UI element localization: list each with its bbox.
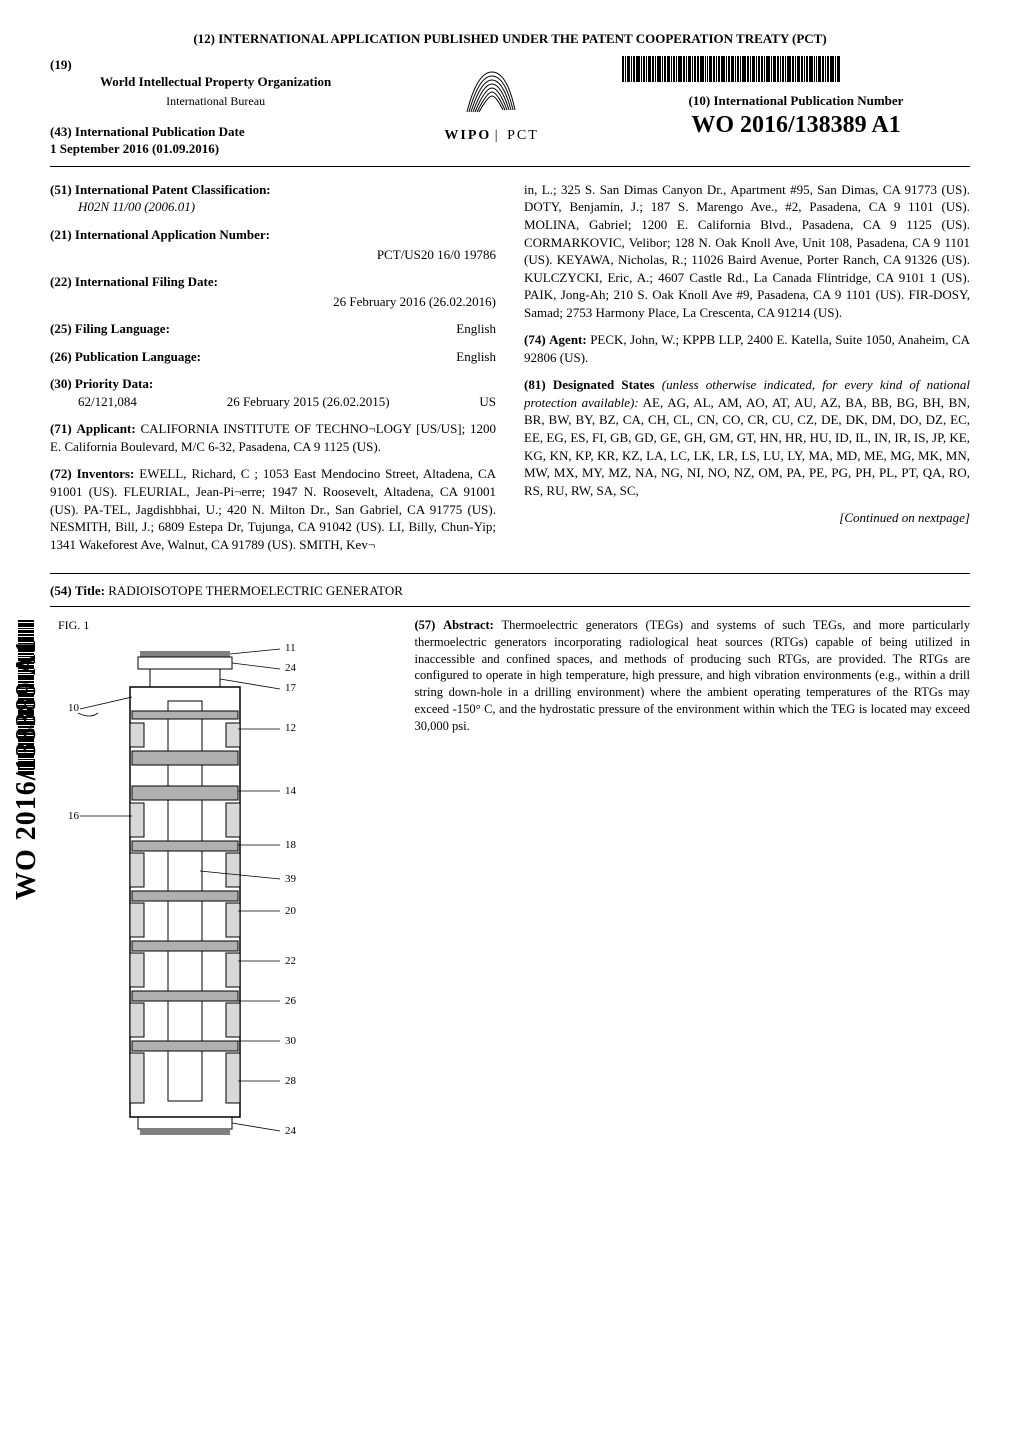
callout-20: 20 xyxy=(285,905,297,917)
field-72-num: (72) xyxy=(50,466,72,481)
callout-30: 30 xyxy=(285,1035,297,1047)
figure-label: FIG. 1 xyxy=(58,617,390,633)
field-30: (30) Priority Data: 62/121,084 26 Februa… xyxy=(50,375,496,410)
callout-28: 28 xyxy=(285,1075,297,1087)
header-center: WIPO | PCT xyxy=(400,56,584,146)
bureau-label: International Bureau xyxy=(50,93,381,109)
field-57-label: Abstract: xyxy=(443,618,494,632)
inventors-continued: in, L.; 325 S. San Dimas Canyon Dr., Apa… xyxy=(524,181,970,321)
right-column: in, L.; 325 S. San Dimas Canyon Dr., Apa… xyxy=(524,181,970,563)
callout-24b: 24 xyxy=(285,1125,297,1137)
callout-16: 16 xyxy=(68,810,80,822)
continued-note: [Continued on nextpage] xyxy=(524,509,970,527)
left-column: (51) International Patent Classification… xyxy=(50,181,496,563)
wipo-logo-icon xyxy=(457,62,527,127)
field-43-num: (43) xyxy=(50,124,72,139)
field-22-label: International Filing Date: xyxy=(75,274,218,289)
pub-num-value: WO 2016/138389 A1 xyxy=(622,109,970,141)
field-26-label: Publication Language: xyxy=(75,349,201,364)
field-72-label: Inventors: xyxy=(77,466,135,481)
field-74-num: (74) xyxy=(524,332,546,347)
abstract-block: (57) Abstract: Thermoelectric generators… xyxy=(414,617,970,1166)
field-51-value: H02N 11/00 (2006.01) xyxy=(50,199,195,214)
field-30-num: (30) xyxy=(50,376,72,391)
field-54-label: Title: xyxy=(75,583,105,598)
callout-10: 10 xyxy=(68,702,80,714)
field-71: (71) Applicant: CALIFORNIA INSTITUTE OF … xyxy=(50,420,496,455)
field-30-label: Priority Data: xyxy=(75,376,153,391)
callout-17: 17 xyxy=(285,682,297,694)
inventors-continued-text: in, L.; 325 S. San Dimas Canyon Dr., Apa… xyxy=(524,182,970,320)
bottom-section: FIG. 1 xyxy=(50,607,970,1166)
title-block: (54) Title: RADIOISOTOPE THERMOELECTRIC … xyxy=(50,574,970,607)
callout-24a: 24 xyxy=(285,662,297,674)
callout-22: 22 xyxy=(285,955,296,967)
field-21-num: (21) xyxy=(50,227,72,242)
header-right: (10) International Publication Number WO… xyxy=(602,56,970,142)
wipo-text: WIPO xyxy=(444,128,491,143)
priority-country: US xyxy=(479,393,496,411)
field-21-value: PCT/US20 16/0 19786 xyxy=(50,246,496,264)
treaty-heading: (12) INTERNATIONAL APPLICATION PUBLISHED… xyxy=(50,30,970,48)
field-81-label: Designated States xyxy=(553,377,655,392)
header-block: (19) World Intellectual Property Organiz… xyxy=(50,56,970,167)
field-71-label: Applicant: xyxy=(76,421,135,436)
callout-11: 11 xyxy=(285,642,296,654)
priority-date: 26 February 2015 (26.02.2015) xyxy=(227,393,390,411)
pct-text: PCT xyxy=(507,128,539,143)
field-10-num: (10) xyxy=(689,93,711,108)
field-21: (21) International Application Number: P… xyxy=(50,226,496,263)
field-26: (26) Publication Language: English xyxy=(50,348,496,366)
header-left: (19) World Intellectual Property Organiz… xyxy=(50,56,381,158)
field-74-value: PECK, John, W.; KPPB LLP, 2400 E. Katell… xyxy=(524,332,970,365)
abstract-text: Thermoelectric generators (TEGs) and sys… xyxy=(414,618,970,733)
callout-14: 14 xyxy=(285,785,297,797)
field-25-num: (25) xyxy=(50,321,72,336)
figure-wrap: FIG. 1 xyxy=(50,617,390,1166)
organization-name: World Intellectual Property Organization xyxy=(50,73,381,91)
callout-39: 39 xyxy=(285,873,297,885)
callout-26: 26 xyxy=(285,995,297,1007)
field-81: (81) Designated States (unless otherwise… xyxy=(524,376,970,499)
field-51-label: International Patent Classification: xyxy=(75,182,271,197)
title-value: RADIOISOTOPE THERMOELECTRIC GENERATOR xyxy=(108,583,403,598)
field-74-label: Agent: xyxy=(549,332,587,347)
field-25-label: Filing Language: xyxy=(75,321,170,336)
pub-num-label: International Publication Number xyxy=(713,93,903,108)
field-81-num: (81) xyxy=(524,377,546,392)
field-22-num: (22) xyxy=(50,274,72,289)
field-74: (74) Agent: PECK, John, W.; KPPB LLP, 24… xyxy=(524,331,970,366)
pub-date-label: International Publication Date xyxy=(75,124,245,139)
field-26-value: English xyxy=(456,348,496,366)
pub-date-value: 1 September 2016 (01.09.2016) xyxy=(50,140,381,158)
field-19-num: (19) xyxy=(50,57,72,72)
field-81-value: AE, AG, AL, AM, AO, AT, AU, AZ, BA, BB, … xyxy=(524,395,970,498)
top-barcode xyxy=(622,56,970,82)
field-25-value: English xyxy=(456,320,496,338)
callout-12: 12 xyxy=(285,722,296,734)
field-21-label: International Application Number: xyxy=(75,227,270,242)
biblio-two-column: (51) International Patent Classification… xyxy=(50,175,970,574)
field-51: (51) International Patent Classification… xyxy=(50,181,496,216)
field-22-value: 26 February 2016 (26.02.2016) xyxy=(50,293,496,311)
field-26-num: (26) xyxy=(50,349,72,364)
callout-18: 18 xyxy=(285,839,297,851)
field-72: (72) Inventors: EWELL, Richard, C ; 1053… xyxy=(50,465,496,553)
field-71-num: (71) xyxy=(50,421,72,436)
field-54-num: (54) xyxy=(50,583,72,598)
field-51-num: (51) xyxy=(50,182,72,197)
figure-1-drawing: 11 24 17 12 14 18 39 20 22 26 30 28 24 1… xyxy=(50,641,330,1161)
field-22: (22) International Filing Date: 26 Febru… xyxy=(50,273,496,310)
field-57-num: (57) xyxy=(414,618,435,632)
side-barcode xyxy=(18,620,34,860)
priority-app-number: 62/121,084 xyxy=(78,393,137,411)
field-25: (25) Filing Language: English xyxy=(50,320,496,338)
